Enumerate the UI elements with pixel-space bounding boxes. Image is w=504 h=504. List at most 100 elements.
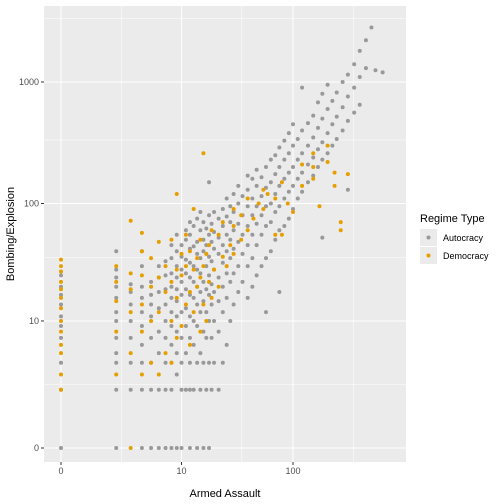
data-point-autocracy [179, 292, 184, 297]
data-point-democracy [114, 279, 119, 284]
data-point-autocracy [191, 387, 196, 392]
data-point-autocracy [245, 243, 250, 248]
data-point-autocracy [191, 318, 196, 323]
data-point-democracy [179, 273, 184, 278]
data-point-autocracy [340, 105, 345, 110]
data-point-autocracy [236, 264, 241, 269]
data-point-autocracy [231, 228, 236, 233]
data-point-autocracy [169, 387, 174, 392]
data-point-autocracy [240, 251, 245, 256]
data-point-autocracy [212, 210, 217, 215]
data-point-autocracy [224, 271, 229, 276]
data-point-autocracy [320, 116, 325, 121]
data-point-autocracy [163, 387, 168, 392]
data-point-autocracy [114, 275, 119, 280]
data-point-autocracy [179, 310, 184, 315]
data-point-autocracy [169, 271, 174, 276]
data-point-autocracy [228, 220, 233, 225]
data-point-democracy [174, 267, 179, 272]
data-point-autocracy [169, 243, 174, 248]
data-point-autocracy [114, 360, 119, 365]
data-point-democracy [174, 335, 179, 340]
data-point-democracy [345, 172, 350, 177]
data-point-autocracy [114, 249, 119, 254]
data-point-autocracy [114, 295, 119, 300]
data-point-autocracy [174, 372, 179, 377]
data-point-autocracy [156, 264, 161, 269]
data-point-autocracy [201, 329, 206, 334]
data-point-autocracy [114, 318, 119, 323]
data-point-autocracy [156, 306, 161, 311]
data-point-democracy [156, 310, 161, 315]
data-point-democracy [183, 264, 188, 269]
data-point-autocracy [236, 221, 241, 226]
data-point-autocracy [183, 228, 188, 233]
data-point-democracy [338, 220, 343, 225]
data-point-democracy [128, 351, 133, 356]
data-point-autocracy [369, 25, 374, 30]
data-point-autocracy [174, 351, 179, 356]
data-point-autocracy [300, 170, 305, 175]
data-point-autocracy [204, 310, 209, 315]
data-point-democracy [149, 318, 154, 323]
data-point-democracy [245, 228, 250, 233]
data-point-autocracy [273, 191, 278, 196]
data-point-autocracy [183, 351, 188, 356]
data-point-autocracy [195, 446, 200, 450]
data-point-autocracy [139, 446, 144, 450]
data-point-autocracy [128, 335, 133, 340]
data-point-democracy [128, 271, 133, 276]
data-point-democracy [325, 160, 330, 165]
data-point-autocracy [231, 210, 236, 215]
data-point-autocracy [245, 224, 250, 229]
data-point-autocracy [128, 360, 133, 365]
data-point-autocracy [179, 335, 184, 340]
data-point-democracy [59, 295, 63, 300]
data-point-autocracy [224, 249, 229, 254]
data-point-autocracy [207, 180, 212, 185]
data-point-democracy [59, 306, 63, 311]
data-point-autocracy [286, 189, 291, 194]
data-point-autocracy [187, 220, 192, 225]
y-axis-ticks: 0 10 100 1000 [19, 77, 44, 453]
data-point-autocracy [373, 68, 378, 73]
data-point-autocracy [139, 324, 144, 329]
data-point-autocracy [209, 221, 214, 226]
data-point-autocracy [236, 290, 241, 295]
data-point-autocracy [268, 157, 273, 162]
data-point-democracy [300, 162, 305, 167]
data-point-autocracy [250, 196, 255, 201]
data-point-autocracy [273, 210, 278, 215]
data-point-autocracy [315, 165, 320, 170]
data-point-democracy [291, 210, 295, 215]
data-point-autocracy [198, 271, 203, 276]
data-point-autocracy [187, 275, 192, 280]
data-point-autocracy [357, 102, 362, 107]
data-point-autocracy [245, 264, 250, 269]
data-point-autocracy [216, 216, 221, 221]
data-point-democracy [220, 254, 225, 259]
data-point-autocracy [139, 342, 144, 347]
data-point-autocracy [277, 183, 282, 188]
data-point-autocracy [201, 360, 206, 365]
data-point-autocracy [204, 287, 209, 292]
data-point-autocracy [282, 196, 287, 201]
data-point-democracy [285, 201, 290, 206]
data-point-autocracy [228, 204, 233, 209]
data-point-autocracy [291, 183, 295, 188]
data-point-autocracy [204, 264, 209, 269]
data-point-autocracy [259, 213, 264, 218]
data-point-autocracy [114, 284, 119, 289]
data-point-autocracy [139, 295, 144, 300]
data-point-autocracy [330, 143, 335, 148]
data-point-democracy [156, 239, 161, 244]
data-point-democracy [224, 264, 229, 269]
data-point-autocracy [191, 264, 196, 269]
data-point-democracy [338, 228, 343, 233]
data-point-autocracy [187, 360, 192, 365]
data-point-autocracy [204, 335, 209, 340]
data-point-autocracy [179, 267, 184, 272]
legend: Regime Type Autocracy Democracy [420, 213, 489, 264]
data-point-democracy [169, 279, 174, 284]
